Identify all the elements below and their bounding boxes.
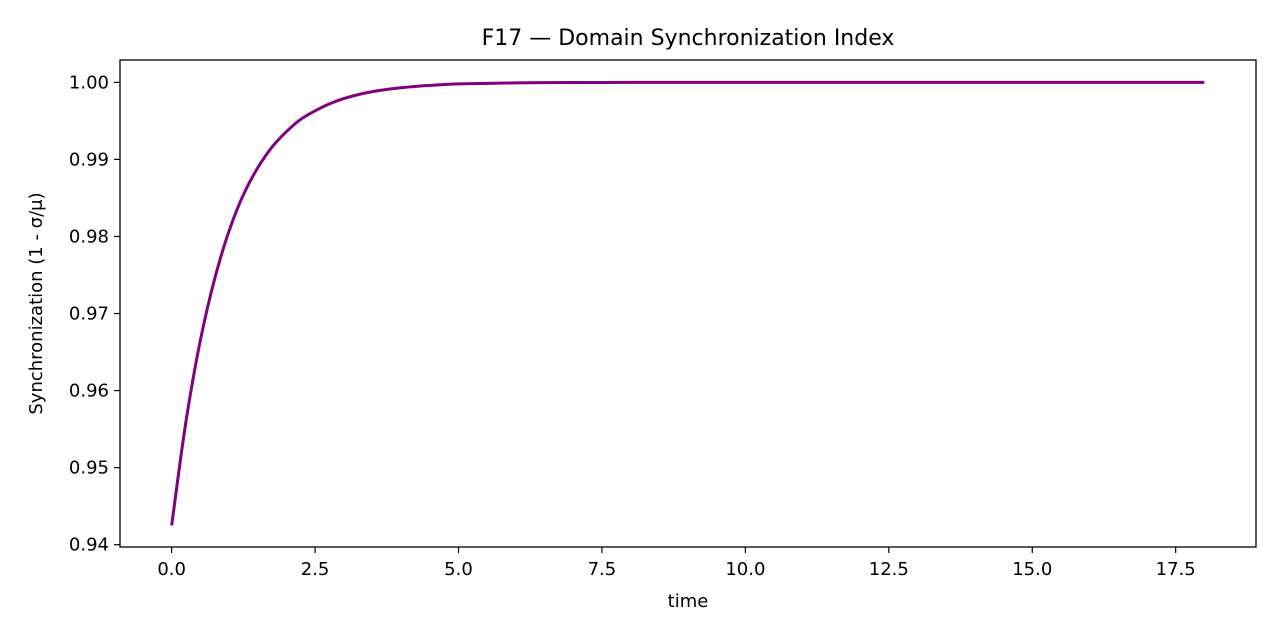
y-tick-label: 1.00	[69, 72, 109, 93]
y-tick-label: 0.97	[69, 304, 109, 325]
x-tick-label: 0.0	[157, 559, 186, 580]
x-axis-ticks: 0.0 2.5 5.0 7.5 10.0 12.5 15.0 17.5	[157, 547, 1196, 580]
x-tick-label: 10.0	[725, 559, 765, 580]
x-axis-title: time	[668, 591, 709, 612]
y-tick-label: 0.94	[69, 535, 109, 556]
series-line-0	[170, 80, 1205, 526]
x-tick-label: 5.0	[444, 559, 473, 580]
x-tick-label: 17.5	[1156, 559, 1196, 580]
x-tick-label: 7.5	[588, 559, 617, 580]
y-tick-label: 0.95	[69, 458, 109, 479]
y-tick-label: 0.98	[69, 226, 109, 247]
x-tick-label: 12.5	[869, 559, 909, 580]
series-layer	[170, 80, 1205, 526]
y-tick-label: 0.96	[69, 381, 109, 402]
plot-frame	[119, 59, 1257, 548]
x-tick-label: 15.0	[1012, 559, 1052, 580]
y-tick-label: 0.99	[69, 149, 109, 170]
x-tick-label: 2.5	[301, 559, 330, 580]
chart-title: F17 — Domain Synchronization Index	[482, 26, 895, 51]
y-axis-title: Synchronization (1 - σ/μ)	[26, 192, 47, 414]
y-axis-ticks: 0.94 0.95 0.96 0.97 0.98 0.99 1.00	[69, 72, 120, 556]
